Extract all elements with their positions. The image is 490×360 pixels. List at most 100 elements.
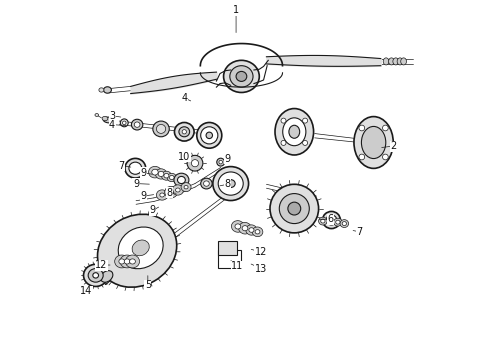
Circle shape (359, 125, 365, 131)
Ellipse shape (121, 119, 128, 127)
Text: 9: 9 (133, 179, 139, 189)
Text: 4: 4 (181, 93, 187, 103)
Ellipse shape (129, 259, 135, 264)
Ellipse shape (125, 158, 146, 178)
Ellipse shape (219, 160, 222, 164)
Ellipse shape (206, 132, 213, 139)
Circle shape (192, 159, 198, 167)
Ellipse shape (175, 188, 180, 192)
Ellipse shape (153, 121, 169, 137)
Text: 9: 9 (140, 168, 146, 178)
Bar (218, 250, 242, 267)
Ellipse shape (203, 181, 209, 186)
Text: 11: 11 (231, 261, 243, 271)
Ellipse shape (172, 185, 184, 195)
Ellipse shape (322, 211, 341, 229)
Text: 4: 4 (109, 120, 115, 130)
Text: 8: 8 (224, 179, 230, 189)
Ellipse shape (88, 269, 103, 282)
Ellipse shape (93, 273, 98, 278)
Circle shape (281, 118, 286, 123)
Ellipse shape (201, 178, 212, 189)
Ellipse shape (161, 171, 172, 180)
Text: 9: 9 (140, 191, 146, 201)
Ellipse shape (393, 58, 399, 65)
Ellipse shape (321, 219, 325, 223)
Ellipse shape (397, 58, 403, 65)
Ellipse shape (115, 255, 129, 268)
Text: 14: 14 (80, 287, 92, 296)
Text: 9: 9 (150, 205, 156, 215)
Ellipse shape (275, 109, 314, 155)
Text: 2: 2 (390, 141, 396, 151)
Ellipse shape (249, 228, 254, 232)
Ellipse shape (239, 222, 251, 234)
Ellipse shape (169, 190, 173, 194)
Ellipse shape (242, 226, 248, 231)
Ellipse shape (131, 119, 143, 130)
Ellipse shape (98, 214, 177, 287)
Ellipse shape (336, 220, 340, 224)
Ellipse shape (160, 193, 165, 197)
Ellipse shape (231, 221, 245, 232)
Ellipse shape (165, 186, 177, 198)
Circle shape (288, 202, 301, 215)
Circle shape (359, 154, 365, 160)
Ellipse shape (119, 259, 124, 264)
Ellipse shape (389, 58, 394, 65)
Ellipse shape (181, 183, 191, 192)
Text: 13: 13 (255, 264, 267, 274)
Text: 3: 3 (109, 111, 115, 121)
Bar (218, 242, 237, 255)
Ellipse shape (125, 255, 140, 268)
Ellipse shape (289, 125, 300, 138)
Ellipse shape (401, 58, 407, 65)
Ellipse shape (226, 180, 235, 188)
Circle shape (303, 118, 308, 123)
Text: 8: 8 (166, 188, 172, 198)
Circle shape (383, 125, 388, 131)
Text: 1: 1 (233, 5, 239, 15)
Text: 5: 5 (145, 280, 151, 291)
Ellipse shape (120, 255, 134, 268)
Ellipse shape (99, 88, 104, 92)
Ellipse shape (103, 117, 114, 123)
Ellipse shape (245, 225, 257, 235)
Ellipse shape (201, 127, 218, 144)
Circle shape (187, 156, 203, 171)
Ellipse shape (283, 118, 306, 146)
Ellipse shape (167, 173, 176, 182)
Text: 6: 6 (328, 214, 334, 224)
Circle shape (383, 154, 388, 160)
Ellipse shape (129, 162, 142, 174)
Ellipse shape (95, 113, 98, 116)
Ellipse shape (354, 117, 393, 168)
Ellipse shape (174, 122, 194, 141)
Ellipse shape (255, 230, 260, 234)
Ellipse shape (134, 122, 140, 127)
Ellipse shape (156, 125, 166, 134)
Ellipse shape (174, 173, 189, 187)
Text: 10: 10 (178, 152, 191, 162)
Ellipse shape (122, 121, 126, 125)
Text: 7: 7 (119, 161, 125, 171)
Text: 7: 7 (356, 227, 363, 237)
Ellipse shape (235, 224, 241, 229)
Ellipse shape (118, 227, 163, 269)
Circle shape (281, 140, 286, 145)
Ellipse shape (252, 227, 263, 237)
Text: 9: 9 (225, 154, 231, 163)
Ellipse shape (164, 174, 169, 178)
Ellipse shape (184, 185, 188, 189)
Circle shape (303, 140, 308, 145)
Ellipse shape (179, 127, 190, 137)
Ellipse shape (124, 259, 130, 264)
Ellipse shape (182, 130, 186, 134)
Polygon shape (101, 269, 117, 285)
Ellipse shape (103, 87, 111, 93)
Ellipse shape (152, 169, 158, 175)
Ellipse shape (156, 190, 168, 200)
Ellipse shape (230, 66, 253, 87)
Ellipse shape (340, 220, 348, 228)
Ellipse shape (102, 116, 108, 121)
